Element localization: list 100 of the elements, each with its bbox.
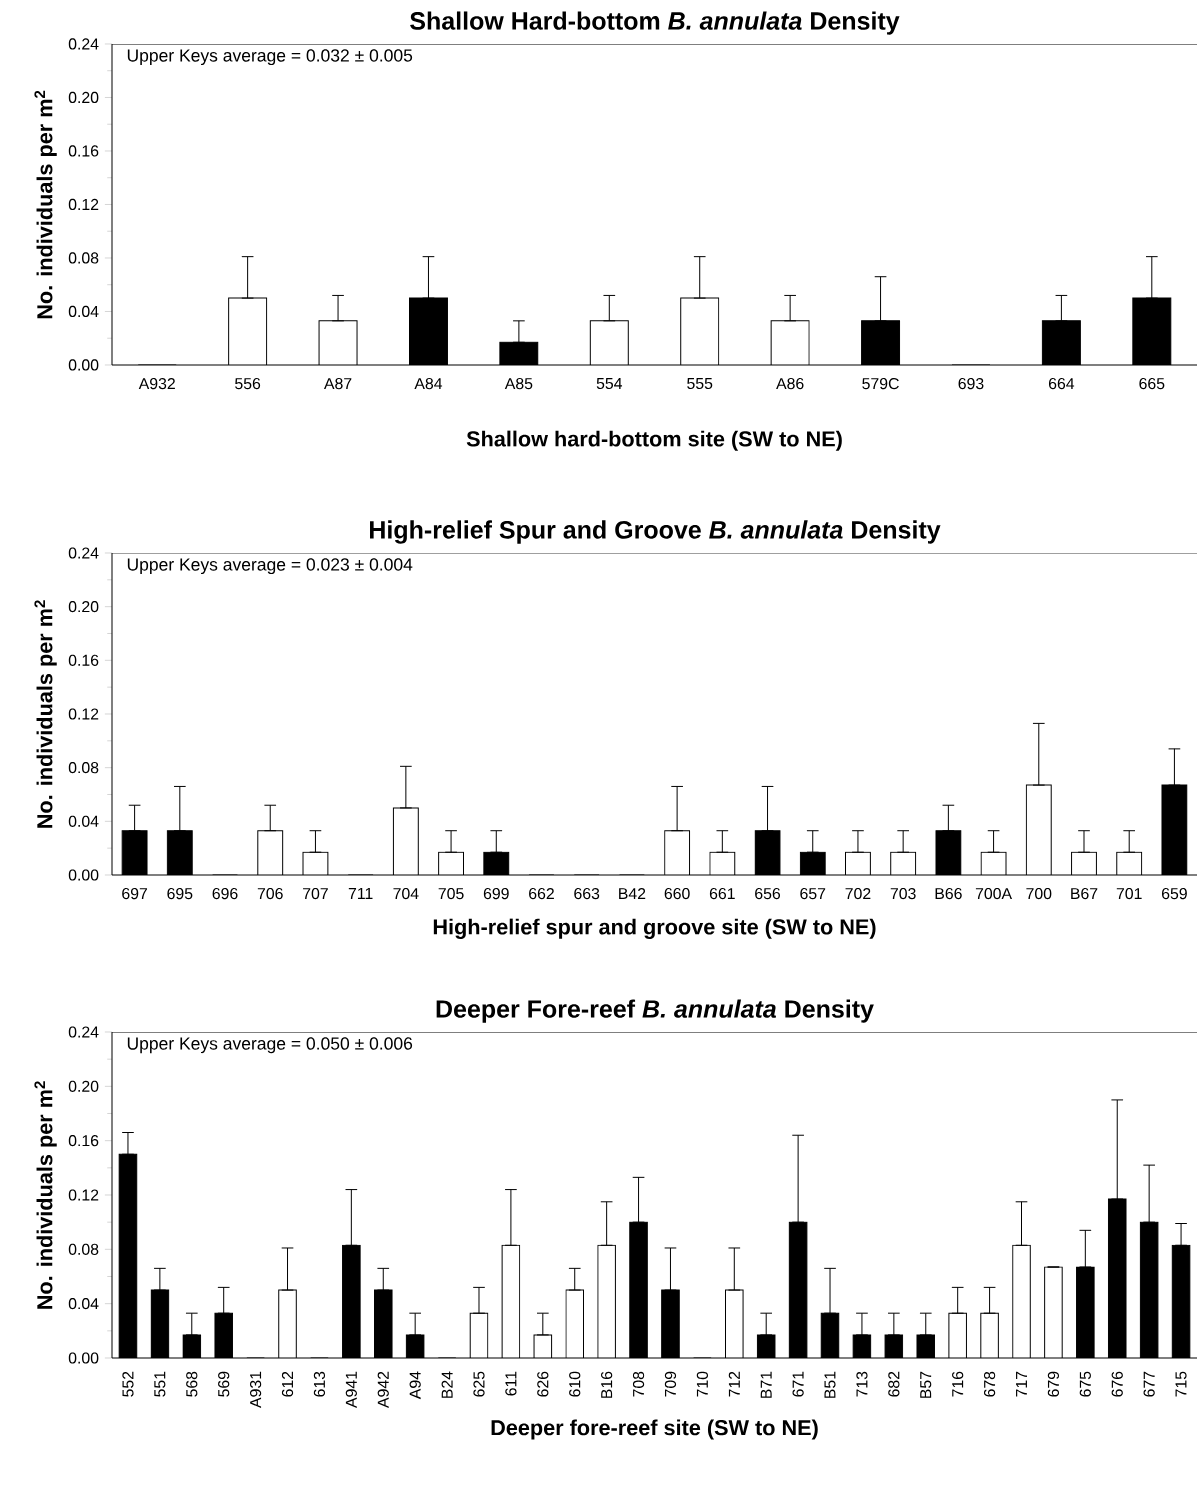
x-tick-label: 704 — [393, 887, 419, 900]
x-tick-label: 551 — [154, 1371, 166, 1397]
x-tick-label: A84 — [414, 377, 443, 390]
x-tick-label: 705 — [438, 887, 464, 900]
x-tick-label: 700 — [1026, 887, 1052, 900]
y-tick-label: 0.20 — [68, 1080, 99, 1092]
x-tick-label: A86 — [776, 377, 804, 390]
x-tick-label: A94 — [409, 1371, 421, 1400]
x-tick-label: 625 — [473, 1371, 485, 1397]
y-tick-label: 0.16 — [68, 654, 99, 666]
x-tick-label: B67 — [1071, 887, 1098, 900]
x-tick-label: B24 — [441, 1371, 453, 1398]
y-tick-label: 0.24 — [68, 547, 99, 559]
y-tick-label: 0.20 — [68, 601, 99, 613]
x-tick-label: 568 — [186, 1371, 198, 1397]
x-tick-label: 662 — [529, 887, 554, 900]
x-tick-label: 552 — [122, 1371, 134, 1397]
x-tick-label: 711 — [348, 887, 373, 899]
y-axis-title: No. individuals per m$^{2}$ — [34, 600, 57, 828]
x-tick-label: 707 — [303, 887, 328, 900]
y-tick-label: 0.00 — [68, 1352, 99, 1364]
x-tick-label: 661 — [709, 887, 735, 900]
x-tick-label: A931 — [250, 1371, 262, 1408]
chart-title: Shallow Hard-bottom B. annulata Density — [410, 11, 900, 35]
y-tick-label: 0.04 — [68, 305, 99, 318]
y-tick-label: 0.16 — [68, 145, 99, 157]
x-tick-label: 676 — [1111, 1371, 1123, 1397]
x-tick-label: 706 — [257, 887, 283, 900]
x-tick-label: 663 — [574, 887, 600, 900]
x-tick-label: A941 — [345, 1371, 357, 1408]
x-tick-label: 671 — [792, 1371, 804, 1397]
x-tick-label: 556 — [235, 377, 261, 390]
y-tick-label: 0.24 — [68, 38, 99, 50]
x-tick-label: 717 — [1016, 1371, 1027, 1397]
x-tick-label: B57 — [920, 1371, 932, 1398]
x-tick-label: 665 — [1139, 377, 1165, 390]
x-axis-title: Deeper fore-reef site (SW to NE) — [491, 1419, 818, 1440]
x-tick-label: 626 — [537, 1371, 549, 1397]
x-tick-label: 678 — [983, 1371, 996, 1397]
x-tick-label: 554 — [596, 377, 623, 390]
y-tick-label: 0.04 — [68, 815, 99, 827]
x-tick-label: B16 — [601, 1371, 613, 1398]
x-tick-label: 610 — [569, 1371, 581, 1397]
y-axis-title: No. individuals per m$^{2}$ — [34, 90, 57, 319]
x-tick-label: 693 — [958, 377, 984, 390]
x-tick-label: 656 — [755, 887, 781, 900]
x-tick-label: 660 — [664, 887, 690, 900]
x-tick-label: B42 — [619, 887, 646, 900]
x-tick-label: 569 — [218, 1371, 230, 1397]
x-tick-label: 659 — [1162, 887, 1187, 900]
x-tick-label: 699 — [483, 887, 509, 900]
x-tick-label: 710 — [696, 1371, 708, 1397]
x-tick-label: 709 — [664, 1371, 677, 1397]
x-tick-label: 716 — [952, 1371, 964, 1397]
annotation: Upper Keys average = 0.023 ± 0.004 — [127, 558, 413, 575]
x-tick-label: B51 — [824, 1371, 836, 1398]
annotation: Upper Keys average = 0.032 ± 0.005 — [127, 49, 413, 66]
x-axis-title: Shallow hard-bottom site (SW to NE) — [466, 430, 842, 451]
y-tick-label: 0.04 — [68, 1298, 99, 1310]
y-tick-label: 0.00 — [68, 869, 99, 881]
annotation: Upper Keys average = 0.050 ± 0.006 — [127, 1037, 413, 1054]
y-tick-label: 0.12 — [68, 1189, 99, 1201]
x-tick-label: 696 — [212, 887, 238, 900]
y-tick-label: 0.12 — [68, 198, 99, 211]
x-tick-label: B66 — [935, 887, 962, 900]
y-tick-label: 0.20 — [68, 91, 99, 104]
y-tick-label: 0.08 — [68, 252, 99, 264]
x-tick-label: 682 — [888, 1371, 900, 1397]
x-tick-label: 679 — [1047, 1371, 1060, 1397]
x-tick-label: 700A — [975, 887, 1013, 900]
y-tick-label: 0.16 — [68, 1135, 99, 1147]
x-tick-label: 613 — [313, 1371, 326, 1397]
x-tick-label: 675 — [1079, 1371, 1091, 1397]
x-tick-label: 702 — [845, 887, 871, 900]
x-tick-label: 555 — [687, 377, 713, 390]
chart-title: Deeper Fore-reef B. annulata Density — [436, 999, 874, 1023]
x-tick-label: A942 — [377, 1371, 389, 1408]
chart-title: High-relief Spur and Groove B. annulata Density — [370, 520, 941, 544]
x-tick-label: A932 — [138, 377, 175, 390]
x-tick-label: 708 — [632, 1371, 645, 1397]
x-tick-label: A87 — [323, 377, 352, 390]
x-tick-label: 703 — [890, 887, 916, 900]
x-tick-label: 715 — [1175, 1371, 1187, 1397]
x-tick-label: 695 — [167, 887, 193, 900]
x-tick-label: 712 — [728, 1371, 740, 1397]
y-axis-title: No. individuals per m$^{2}$ — [34, 1081, 57, 1309]
x-tick-label: 677 — [1143, 1371, 1155, 1397]
y-tick-label: 0.08 — [68, 1243, 99, 1255]
x-tick-label: 612 — [281, 1371, 294, 1397]
y-tick-label: 0.08 — [68, 762, 99, 774]
x-tick-label: 701 — [1116, 887, 1142, 900]
x-tick-label: 657 — [800, 887, 826, 900]
x-tick-label: B71 — [760, 1371, 772, 1398]
x-tick-label: A85 — [504, 377, 533, 390]
y-tick-label: 0.12 — [68, 708, 99, 720]
x-tick-label: 611 — [505, 1371, 517, 1396]
y-tick-label: 0.24 — [68, 1026, 99, 1038]
x-tick-label: 664 — [1048, 377, 1075, 390]
x-axis-title: High-relief spur and groove site (SW to NE) — [433, 918, 876, 939]
x-tick-label: 697 — [122, 887, 148, 900]
